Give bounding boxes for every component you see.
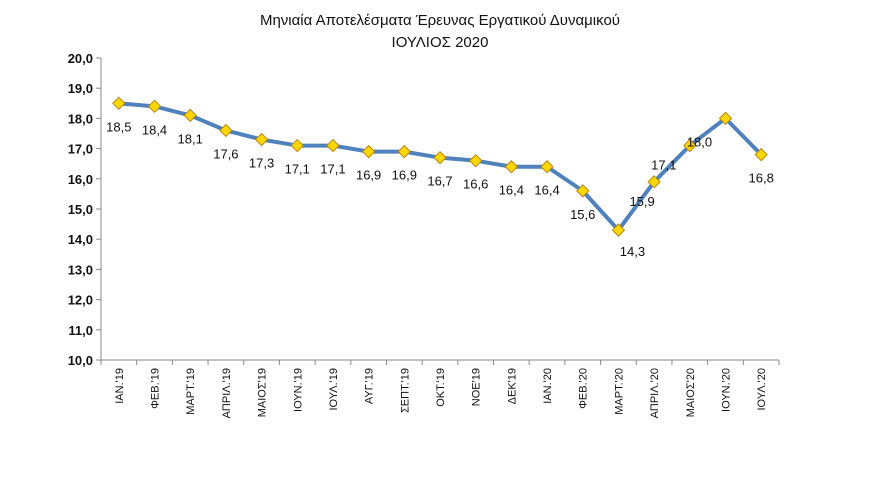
- y-tick-label: 12,0: [68, 293, 93, 308]
- data-point: [183, 108, 197, 123]
- x-tick-label: ΙΟΥΛ.'20: [756, 368, 768, 411]
- x-tick-label: ΜΑΡΤ.'20: [613, 368, 625, 415]
- data-point: [397, 144, 412, 159]
- data-label: 15,9: [629, 194, 654, 209]
- data-label: 18,5: [106, 119, 131, 134]
- data-label: 18,4: [142, 122, 167, 137]
- x-tick-label: ΙΑΝ.'20: [542, 368, 554, 404]
- data-label: 17,1: [651, 158, 676, 173]
- data-label: 16,6: [463, 177, 488, 192]
- data-label: 15,6: [570, 207, 595, 222]
- y-tick-label: 10,0: [68, 353, 93, 368]
- x-tick-label: ΝΟΕ'19: [471, 368, 483, 406]
- x-tick-label: ΜΑΙΟΣ'19: [257, 368, 269, 417]
- data-label: 16,4: [499, 183, 524, 198]
- data-point: [611, 223, 626, 237]
- x-tick-label: ΑΠΡΙΛ.'19: [221, 368, 233, 418]
- data-label: 16,9: [356, 168, 381, 183]
- data-label: 14,3: [620, 244, 645, 259]
- data-label: 17,1: [285, 162, 310, 177]
- chart-title: Μηνιαία Αποτελέσματα Έρευνας Εργατικού Δ…: [259, 12, 621, 29]
- data-point: [540, 160, 554, 174]
- data-label: 17,1: [320, 162, 345, 177]
- data-point: [112, 96, 126, 111]
- data-point: [683, 138, 697, 153]
- data-point: [361, 144, 376, 159]
- data-label: 16,9: [392, 168, 417, 183]
- data-label: 16,7: [427, 174, 452, 189]
- data-label: 18,1: [178, 131, 203, 146]
- data-point: [433, 150, 447, 165]
- x-tick-label: ΔΕΚ'19: [506, 368, 518, 404]
- x-tick-label: ΙΟΥΛ.'19: [328, 368, 340, 411]
- y-tick-label: 14,0: [68, 232, 93, 247]
- data-point: [326, 138, 340, 153]
- data-point: [718, 111, 733, 126]
- data-point: [147, 99, 162, 114]
- data-point: [219, 123, 233, 138]
- data-point: [504, 160, 519, 174]
- x-tick-label: ΜΑΙΟΣ'20: [685, 368, 697, 417]
- x-tick-label: ΙΟΥΝ.'20: [720, 368, 732, 412]
- x-tick-label: ΑΠΡΙΛ.'20: [649, 368, 661, 418]
- x-tick-label: ΦΕΒ.'20: [578, 368, 590, 409]
- data-point: [468, 153, 483, 168]
- y-tick-label: 20,0: [68, 51, 93, 66]
- data-point: [254, 132, 269, 147]
- y-tick-label: 17,0: [68, 142, 93, 157]
- data-label: 16,8: [749, 171, 774, 186]
- y-tick-label: 18,0: [68, 111, 93, 126]
- data-label: 17,6: [213, 146, 238, 161]
- x-tick-label: ΙΑΝ.'19: [114, 368, 126, 404]
- y-tick-label: 13,0: [68, 262, 93, 277]
- data-point: [754, 147, 768, 162]
- x-tick-label: ΟΚΤ.'19: [435, 368, 447, 407]
- data-point: [576, 184, 590, 198]
- y-tick-label: 19,0: [68, 81, 93, 96]
- x-tick-label: ΦΕΒ.'19: [150, 368, 162, 409]
- x-tick-label: ΙΟΥΝ.'19: [292, 368, 304, 412]
- data-point: [647, 175, 661, 189]
- data-label: 17,3: [249, 156, 274, 171]
- y-tick-label: 15,0: [68, 202, 93, 217]
- data-label: 18,0: [687, 134, 712, 149]
- data-point: [290, 138, 304, 153]
- x-tick-label: ΣΕΠΤ.'19: [399, 368, 411, 413]
- data-label: 16,4: [534, 183, 559, 198]
- chart-subtitle: ΙΟΥΛΙΟΣ 2020: [391, 34, 489, 51]
- y-tick-label: 16,0: [68, 172, 93, 187]
- y-tick-label: 11,0: [68, 323, 93, 338]
- x-tick-label: ΑΥΓ.'19: [364, 368, 376, 404]
- x-tick-label: ΜΑΡΤ.'19: [185, 368, 197, 415]
